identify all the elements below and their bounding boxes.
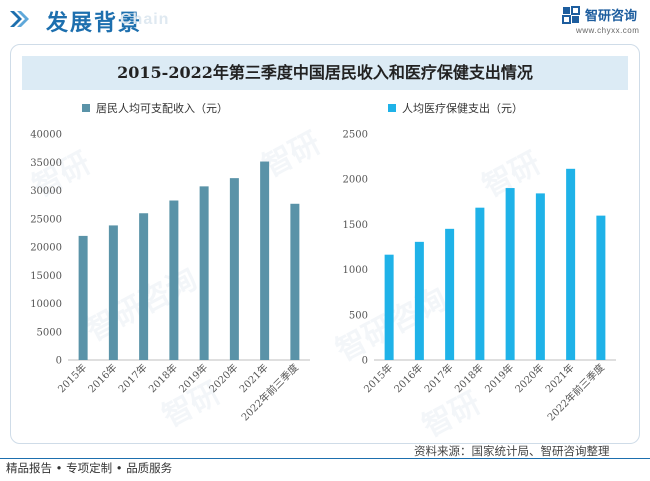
health-x-tick-label: 2019年 [482, 361, 516, 395]
income-bar [139, 213, 149, 360]
income-chart: 居民人均可支配收入（元） 0 5000 10000 15000 20000 25000 300… [22, 94, 322, 439]
income-y-tick-label: 40000 [30, 130, 62, 141]
income-legend-label: 居民人均可支配收入（元） [96, 101, 228, 115]
income-x-tick-label: 2020年 [206, 361, 240, 395]
income-x-tick-label: 2016年 [85, 361, 119, 395]
health-y-tick-label: 2000 [343, 175, 368, 186]
chart-main-title: 2015-2022年第三季度中国居民收入和医疗保健支出情况 [117, 63, 533, 82]
health-legend: 人均医疗保健支出（元） [388, 101, 523, 115]
header: 发展背景 Chain 智研咨询 www.chyxx.com [0, 0, 650, 40]
health-legend-label: 人均医疗保健支出（元） [402, 101, 523, 115]
brand-url: www.chyxx.com [576, 26, 640, 35]
health-y-tick-label: 1500 [343, 220, 368, 231]
health-y-tick-label: 1000 [343, 265, 368, 276]
health-bar [475, 207, 485, 360]
double-chevron-icon [10, 11, 29, 27]
health-x-tick-label: 2016年 [391, 361, 425, 395]
income-y-tick-label: 30000 [30, 186, 62, 197]
income-y-tick-label: 25000 [30, 214, 62, 225]
data-source: 资料来源：国家统计局、智研咨询整理 [414, 444, 610, 458]
income-legend-swatch [82, 104, 90, 112]
health-bar [505, 188, 515, 360]
income-bar [229, 178, 239, 360]
health-expense-chart: 人均医疗保健支出（元） 0 500 1000 1500 2000 2500 2015年 2016… [328, 94, 628, 439]
health-bar [566, 168, 576, 360]
income-bar [260, 161, 270, 360]
health-bar [445, 228, 455, 360]
health-bar [535, 193, 545, 360]
income-y-tick-label: 0 [56, 356, 62, 367]
footer-divider [0, 458, 650, 459]
health-legend-swatch [388, 104, 396, 112]
income-bar [78, 235, 88, 360]
income-x-tick-label: 2017年 [115, 361, 149, 395]
title-band [22, 56, 628, 90]
brand-name: 智研咨询 [585, 9, 638, 24]
health-expense-chart-svg: 人均医疗保健支出（元）050010001500200025002015年2016… [343, 101, 616, 423]
health-x-tick-label: 2020年 [512, 361, 546, 395]
health-y-tick-label: 2500 [343, 130, 368, 141]
health-bar [384, 254, 394, 360]
income-bar [108, 225, 118, 360]
income-y-tick-label: 5000 [37, 327, 62, 338]
health-bar [596, 215, 606, 360]
income-y-tick-label: 20000 [30, 243, 62, 254]
income-x-tick-label: 2018年 [146, 361, 180, 395]
health-x-tick-label: 2017年 [421, 361, 455, 395]
income-legend: 居民人均可支配收入（元） [82, 101, 228, 115]
income-y-tick-label: 10000 [30, 299, 62, 310]
income-bar [199, 186, 209, 360]
income-bar [169, 200, 179, 360]
footer-slogan: 精品报告 • 专项定制 • 品质服务 [6, 461, 173, 475]
income-chart-svg: 居民人均可支配收入（元） 0 5000 10000 15000 20000 25000 300… [30, 101, 310, 423]
health-bar [414, 241, 424, 360]
income-bar [290, 203, 300, 360]
brand-logo-icon [562, 6, 580, 24]
health-y-tick-label: 0 [362, 356, 368, 367]
health-y-tick-label: 500 [349, 310, 368, 321]
header-watermark: Chain [120, 11, 170, 28]
section-title: 发展背景 [46, 11, 143, 36]
health-x-tick-label: 2018年 [452, 361, 486, 395]
income-y-tick-label: 35000 [30, 158, 62, 169]
income-y-tick-label: 15000 [30, 271, 62, 282]
income-x-tick-label: 2019年 [176, 361, 210, 395]
